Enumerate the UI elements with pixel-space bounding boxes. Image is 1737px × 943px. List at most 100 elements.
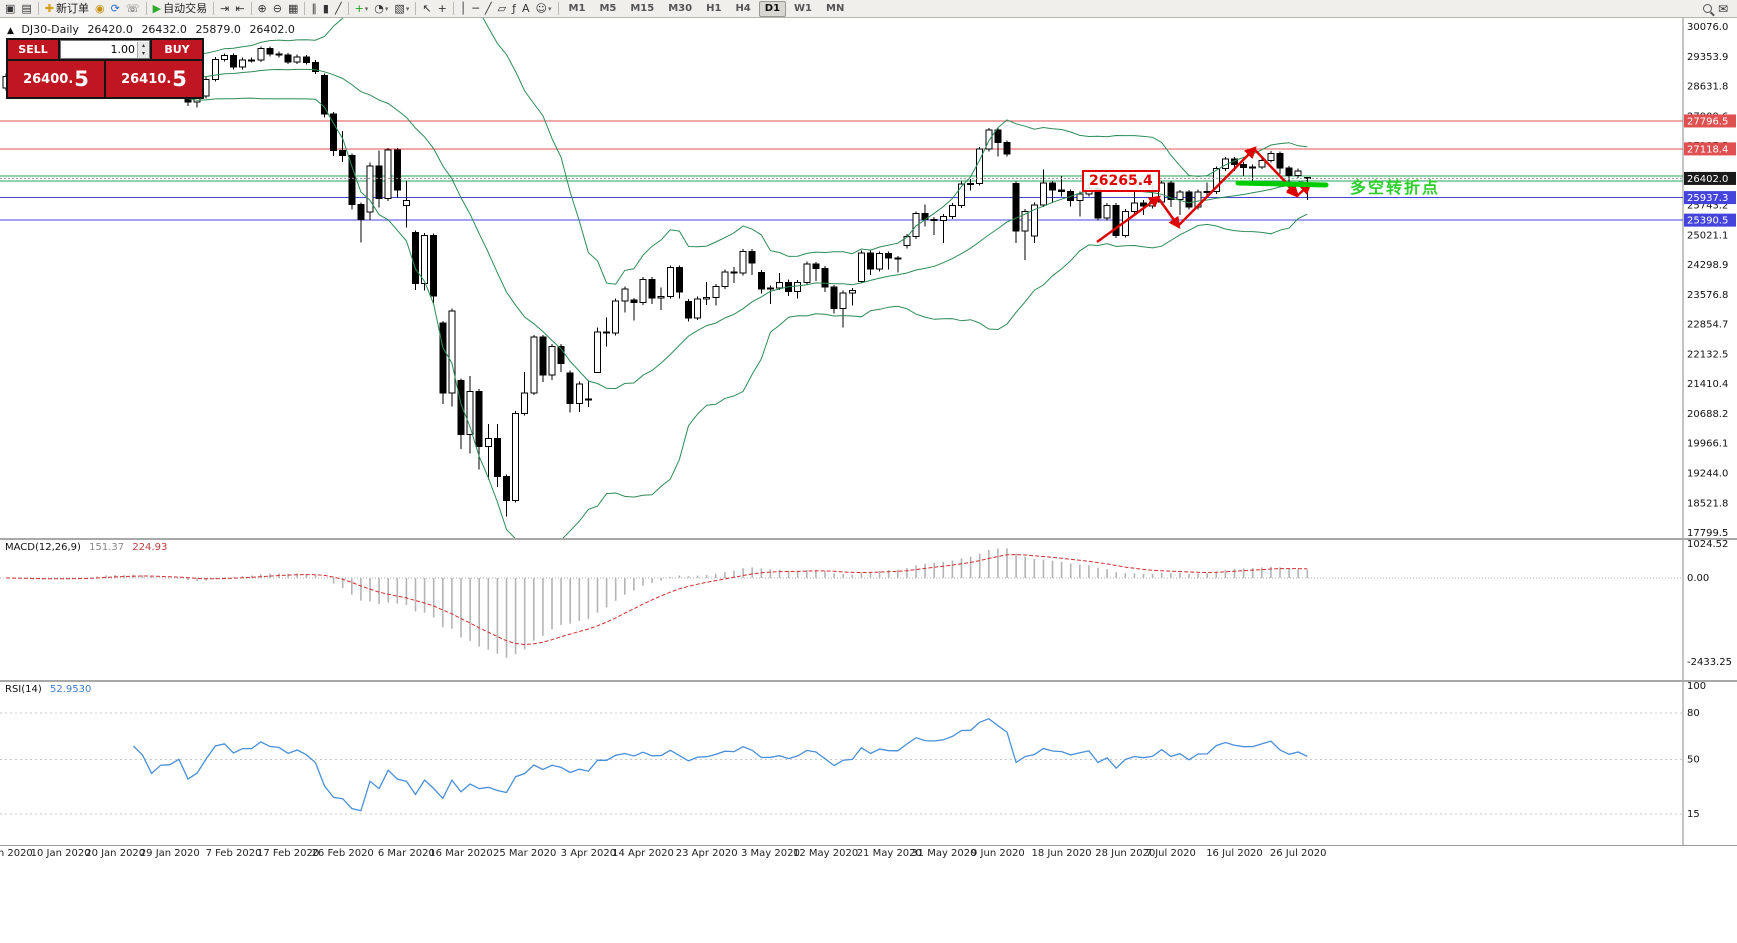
arrows-button[interactable]: ☺ ▾ [535,1,552,15]
macd-main-value: 151.37 [89,542,125,553]
macd-signal-value: 224.93 [132,542,168,553]
cursor-button[interactable]: ↖ [422,1,432,15]
symbol-period-label: DJ30-Daily [21,23,79,36]
svg-text:80: 80 [1687,708,1700,719]
sell-price-frac: 5 [74,67,89,91]
price-chart[interactable]: 30076.029353.928631.827909.627187.526465… [0,18,1737,538]
svg-text:21410.4: 21410.4 [1687,379,1728,390]
macd-panel[interactable]: 1024.52 0.00 -2433.25 [0,540,1737,680]
pane-separator[interactable] [0,538,1737,540]
bars-mode-button[interactable]: ∥ [311,1,317,15]
rsi-name: RSI(14) [5,684,42,695]
svg-text:25937.3: 25937.3 [1687,193,1728,204]
rsi-value: 52.9530 [49,684,92,695]
toolbar-separator [145,2,147,15]
market-watch-button[interactable]: ◉ [95,1,105,15]
time-axis-label: 3 Apr 2020 [560,848,617,859]
timeframe-m15[interactable]: M15 [630,2,655,14]
text-button[interactable]: A [522,1,530,15]
svg-text:50: 50 [1687,755,1700,766]
toolbar-separator [415,2,417,15]
price-annotation-label[interactable]: 26265.4 [1082,170,1160,192]
profiles-button[interactable]: ▤ [21,1,32,15]
time-axis-label: 10 Jan 2020 [30,848,91,859]
toolbar-separator [213,2,215,15]
new-order-button[interactable]: ✚ 新订单 [44,1,90,15]
timeframe-d1[interactable]: D1 [758,0,787,17]
search-icon[interactable] [1701,1,1714,17]
trendline-button[interactable]: ╱ [485,1,492,15]
time-axis-label: 3 May 2020 [740,848,800,859]
svg-text:18521.8: 18521.8 [1687,498,1728,509]
timeframe-mn[interactable]: MN [826,2,845,14]
zoom-in-button[interactable]: ⊕ [257,1,267,15]
toolbar-separator [37,2,39,15]
svg-text:100: 100 [1687,682,1706,692]
svg-text:22854.7: 22854.7 [1687,320,1728,331]
sell-price-main: 26400. [23,71,74,87]
templates-button[interactable]: ▧ ▾ [394,1,410,15]
chart-area: 30076.029353.928631.827909.627187.526465… [0,18,1737,943]
buy-price-button[interactable]: 26410. 5 [106,61,202,97]
turning-point-line[interactable] [1235,180,1329,188]
pane-separator[interactable] [0,680,1737,682]
mail-icon[interactable]: ✉ [1717,1,1728,16]
zoom-out-button[interactable]: ⊖ [272,1,282,15]
time-axis-label: 7 Jul 2020 [1145,848,1196,859]
time-axis-label: 1 Jan 2020 [0,848,33,859]
lot-spinner: ▴ ▾ [137,41,149,58]
new-chart-button[interactable]: ▣ [5,1,16,15]
lot-input[interactable] [61,42,137,57]
buy-price-main: 26410. [121,71,172,87]
lot-decrease-button[interactable]: ▾ [138,49,149,58]
svg-text:0.00: 0.00 [1687,573,1709,584]
fibonacci-button[interactable]: ƒ [512,1,516,15]
periods-button[interactable]: ◔ ▾ [374,1,389,15]
support-button[interactable]: ☏ [125,1,140,15]
ohlc-low: 25879.0 [195,23,241,36]
svg-text:1024.52: 1024.52 [1687,540,1728,550]
toolbar-separator [452,2,454,15]
time-axis-label: 18 Jun 2020 [1031,848,1092,859]
vline-button[interactable]: │ [459,1,467,15]
timeframe-m1[interactable]: M1 [568,2,586,14]
lot-increase-button[interactable]: ▴ [138,41,149,50]
rsi-panel[interactable]: 100 80 50 15 [0,682,1737,845]
refresh-button[interactable]: ⟳ [110,1,120,15]
channel-button[interactable]: ▱ [497,1,507,15]
time-axis-label: 26 Jul 2020 [1269,848,1327,859]
buy-button[interactable]: BUY [152,40,202,59]
timeframe-w1[interactable]: W1 [794,2,813,14]
time-axis-label: 25 Mar 2020 [492,848,557,859]
auto-trading-button[interactable]: ▶ 自动交易 [152,1,208,15]
time-axis-label: 21 May 2020 [856,848,922,859]
chart-shift-button[interactable]: ⇤ [235,1,245,15]
turning-point-text[interactable]: 多空转折点 [1350,178,1441,197]
sell-price-button[interactable]: 26400. 5 [8,61,104,97]
time-axis-label: 16 Mar 2020 [429,848,493,859]
crosshair-button[interactable]: + [437,1,447,15]
timeframe-h4[interactable]: H4 [735,2,751,14]
candles-mode-button[interactable]: ▮ [322,1,329,15]
svg-text:25743.2: 25743.2 [1687,201,1728,212]
svg-text:20688.2: 20688.2 [1687,409,1728,420]
macd-label: MACD(12,26,9) 151.37 224.93 [5,542,167,553]
time-axis-label: 23 Apr 2020 [675,848,738,859]
line-mode-button[interactable]: ╱ [334,1,342,15]
svg-text:25390.5: 25390.5 [1687,216,1728,227]
time-axis-label: 31 May 2020 [911,848,977,859]
lot-size-field: ▴ ▾ [60,40,150,59]
ohlc-close: 26402.0 [249,23,295,36]
timeframe-m5[interactable]: M5 [599,2,617,14]
one-click-collapse-icon[interactable]: ▲ [7,26,14,36]
timeframe-h1[interactable]: H1 [706,2,722,14]
hline-button[interactable]: ─ [472,1,480,15]
timeframe-m30[interactable]: M30 [668,2,693,14]
auto-scroll-button[interactable]: ⇥ [220,1,230,15]
time-axis-label: 16 Jul 2020 [1206,848,1263,859]
sell-button[interactable]: SELL [8,40,58,59]
tile-windows-button[interactable]: ▦ [287,1,299,15]
indicators-button[interactable]: + ▾ [354,1,369,15]
